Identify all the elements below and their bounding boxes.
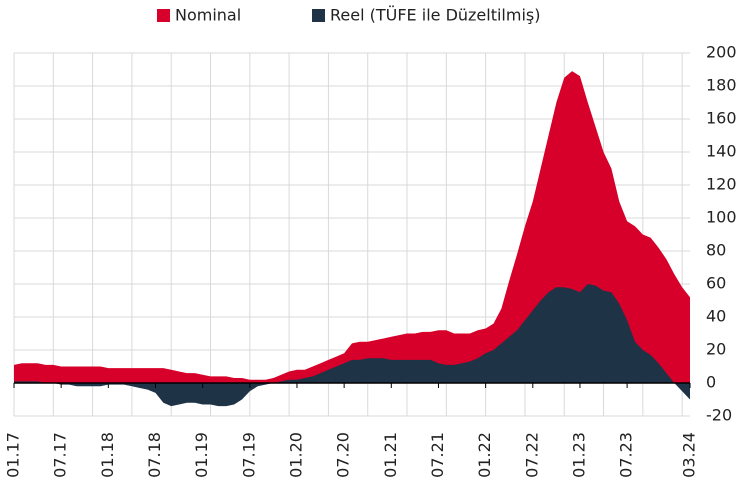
legend-label: Nominal [175, 6, 241, 25]
y-tick-label: 20 [706, 340, 726, 359]
y-tick-label: 120 [706, 175, 737, 194]
x-tick-label: 01.18 [98, 432, 117, 478]
y-tick-label: 80 [706, 241, 726, 260]
x-tick-label: 07.22 [522, 432, 541, 478]
y-tick-label: 100 [706, 208, 737, 227]
x-tick-label: 01.23 [569, 432, 588, 478]
x-tick-label: 07.17 [51, 432, 70, 478]
x-tick-label: 07.21 [428, 432, 447, 478]
x-tick-label: 01.22 [475, 432, 494, 478]
legend-label: Reel (TÜFE ile Düzeltilmiş) [330, 6, 540, 25]
y-tick-label: 200 [706, 43, 737, 62]
x-tick-label: 07.20 [334, 432, 353, 478]
y-tick-label: 40 [706, 307, 726, 326]
x-tick-label: 01.20 [286, 432, 305, 478]
y-tick-label: -20 [706, 406, 732, 425]
y-tick-label: 180 [706, 76, 737, 95]
x-tick-label: 07.23 [617, 432, 636, 478]
y-tick-label: 160 [706, 109, 737, 128]
x-tick-label: 01.21 [381, 432, 400, 478]
area [14, 284, 690, 407]
y-tick-label: 60 [706, 274, 726, 293]
x-tick-label: 07.18 [145, 432, 164, 478]
x-tick-label: 07.19 [239, 432, 258, 478]
y-tick-label: 0 [706, 373, 716, 392]
area [14, 71, 690, 384]
legend-swatch [312, 9, 325, 22]
x-tick-label: 03.24 [680, 432, 699, 478]
y-tick-label: 140 [706, 142, 737, 161]
x-tick-label: 01.17 [4, 432, 23, 478]
legend-swatch [157, 9, 170, 22]
x-tick-label: 01.19 [192, 432, 211, 478]
